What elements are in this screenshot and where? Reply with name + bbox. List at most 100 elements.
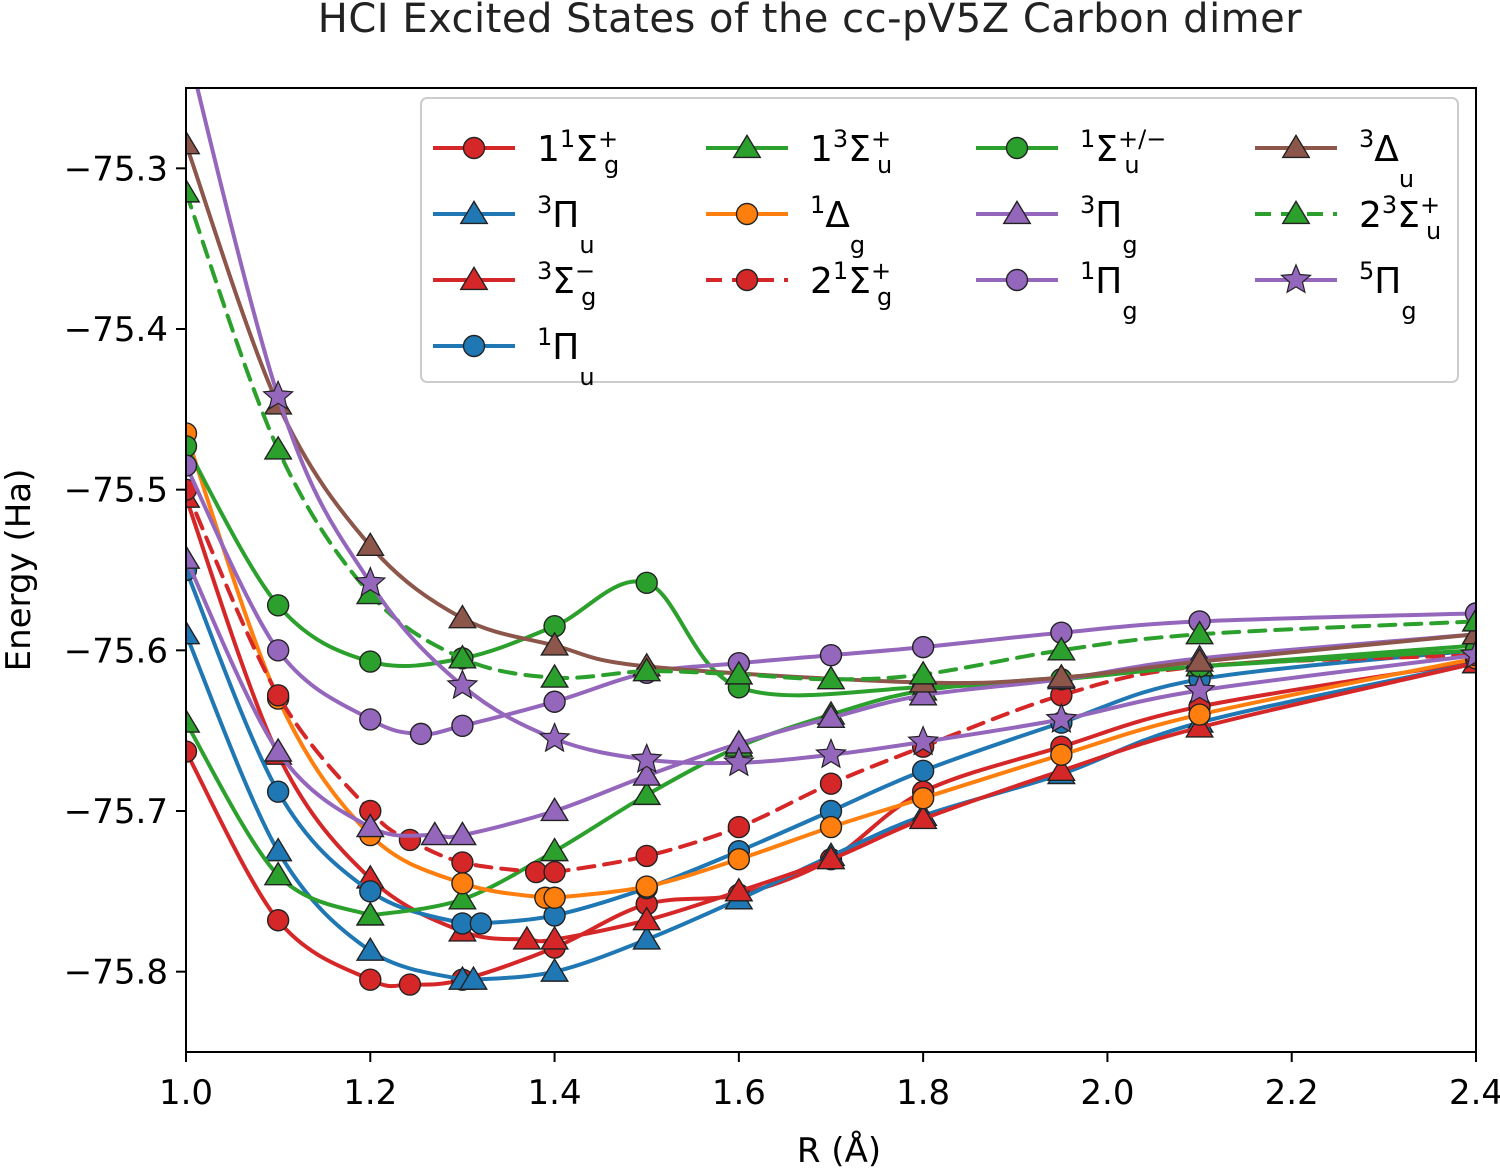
label-symbol: Σ (848, 129, 871, 170)
data-point (263, 861, 293, 886)
data-point (359, 880, 382, 903)
label-symbol: Π (1095, 195, 1122, 236)
data-point (632, 925, 662, 950)
label-prefix: 1 (537, 129, 560, 170)
label-parity: + (598, 125, 618, 153)
data-point (540, 631, 570, 656)
data-point (540, 837, 570, 862)
label-subscript: u (1426, 217, 1441, 245)
data-point (469, 912, 493, 935)
legend-marker (459, 266, 489, 291)
data-point (724, 660, 754, 685)
legend-item: 3Πu (433, 191, 595, 259)
legend-marker (735, 268, 759, 292)
data-point (819, 643, 843, 667)
chart-title: HCI Excited States of the cc-pV5Z Carbon… (317, 0, 1303, 42)
data-point (266, 594, 290, 617)
plot-series (186, 88, 1476, 996)
data-point (355, 813, 385, 838)
label-spin: 3 (1080, 191, 1095, 219)
label-parity: + (1420, 191, 1440, 219)
legend-item: 3Πg (976, 191, 1138, 259)
legend-marker (462, 334, 486, 358)
data-point (186, 708, 201, 733)
data-point (398, 973, 422, 996)
data-point (816, 703, 846, 728)
label-subscript: g (581, 283, 596, 311)
data-point (263, 837, 293, 862)
series-line (186, 444, 1476, 698)
data-point (819, 772, 843, 795)
data-point (266, 909, 290, 932)
data-point (447, 644, 477, 669)
label-spin: 3 (1359, 125, 1374, 153)
data-point (816, 845, 846, 870)
label-parity: + (871, 257, 891, 285)
data-point (632, 761, 662, 786)
label-parity: − (575, 257, 595, 285)
legend-label: 3Δu (1359, 125, 1414, 193)
data-point (447, 821, 477, 846)
data-point (727, 848, 751, 871)
x-tick-label: 2.4 (1449, 1073, 1500, 1113)
y-tick-label: −75.7 (64, 792, 168, 832)
data-point (420, 821, 450, 846)
label-parity: + (871, 125, 891, 153)
label-spin: 1 (1080, 125, 1095, 153)
label-symbol: Δ (1374, 129, 1399, 170)
data-point (908, 681, 938, 706)
label-prefix: 2 (810, 261, 833, 302)
data-point (543, 860, 566, 884)
data-point (359, 708, 382, 731)
axes: 1.0 1.2 1.4 1.6 1.8 2.0 2.2 2.4 −75.3 −75.4 −75.5 −… (0, 149, 1500, 1168)
label-spin: 1 (560, 125, 575, 153)
data-point (635, 571, 658, 595)
label-spin: 1 (810, 191, 825, 219)
label-symbol: Π (552, 327, 579, 368)
data-point (1046, 756, 1076, 781)
data-point (355, 936, 385, 961)
legend-label: 23Σ+ u (1359, 191, 1441, 245)
label-spin: 3 (833, 125, 848, 153)
label-symbol: Σ (552, 261, 575, 302)
label-symbol: Σ (848, 261, 871, 302)
x-tick-label: 1.6 (712, 1073, 766, 1113)
data-point (908, 660, 938, 685)
legend-marker (732, 134, 762, 159)
legend-marker (462, 136, 486, 160)
legend-item: 3Δu (1255, 125, 1414, 193)
legend-item: 21Σ+ g (706, 257, 892, 311)
label-spin: 3 (537, 257, 552, 285)
y-axis-label: Energy (Ha) (0, 469, 39, 672)
label-parity: +/− (1118, 125, 1166, 153)
legend-item: 13Σ+ u (706, 125, 892, 179)
data-point (540, 797, 570, 822)
x-tick-label: 1.8 (896, 1073, 950, 1113)
label-symbol: Σ (575, 129, 598, 170)
label-subscript: g (1122, 231, 1137, 259)
label-symbol: Δ (825, 195, 850, 236)
data-point (911, 786, 935, 810)
series-11 (186, 178, 1476, 690)
legend-item: 3Σ− g (433, 257, 596, 311)
data-point (1460, 638, 1476, 669)
legend-label: 3Πu (537, 191, 595, 259)
data-point (907, 725, 940, 756)
data-point (355, 901, 385, 926)
legend-label: 21Σ+ g (810, 257, 892, 311)
legend-label: 1Δg (810, 191, 865, 259)
data-point (1185, 713, 1215, 738)
label-subscript: g (604, 151, 619, 179)
data-point (459, 965, 488, 990)
data-point (186, 544, 201, 569)
legend-box (420, 97, 1459, 383)
data-point (263, 435, 293, 460)
data-point (409, 722, 433, 746)
label-subscript: g (850, 231, 865, 259)
legend-item: 23Σ+ u (1255, 191, 1441, 245)
label-spin: 3 (1382, 191, 1397, 219)
label-spin: 1 (537, 323, 552, 351)
x-tick-label: 1.2 (343, 1073, 397, 1113)
y-tick-label: −75.6 (64, 631, 168, 671)
